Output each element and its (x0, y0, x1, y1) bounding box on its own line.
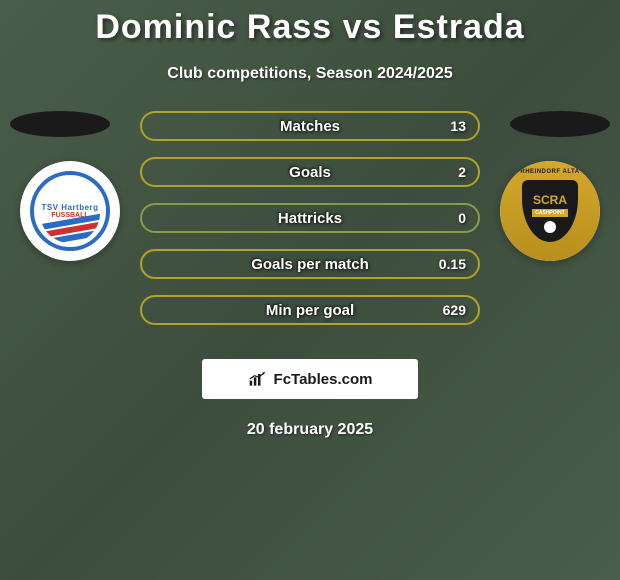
stat-value-right: 13 (450, 118, 466, 134)
shadow-oval-left (10, 111, 110, 137)
stat-row: Hattricks 0 (140, 203, 480, 233)
ball-icon (544, 221, 556, 233)
team-badge-left: TSV Hartberg FUSSBALL (20, 161, 120, 261)
stat-row: Goals 2 (140, 157, 480, 187)
stat-row: Min per goal 629 (140, 295, 480, 325)
team-badge-right-bg: RHEINDORF ALTA SCRA CASHPOINT (500, 161, 600, 261)
stat-value-right: 0.15 (439, 256, 466, 272)
chart-icon (248, 370, 268, 388)
badge-right-line1: SCRA (533, 193, 567, 207)
team-badge-left-inner: TSV Hartberg FUSSBALL (30, 171, 110, 251)
stat-value-right: 2 (458, 164, 466, 180)
stats-area: TSV Hartberg FUSSBALL RHEINDORF ALTA SCR… (0, 111, 620, 331)
stat-label: Hattricks (278, 210, 342, 227)
stat-value-right: 629 (443, 302, 466, 318)
date-label: 20 february 2025 (0, 421, 620, 439)
subtitle: Club competitions, Season 2024/2025 (0, 65, 620, 83)
team-badge-right: RHEINDORF ALTA SCRA CASHPOINT (500, 161, 600, 261)
page-title: Dominic Rass vs Estrada (0, 8, 620, 47)
stat-label: Goals (289, 164, 331, 181)
infographic-container: Dominic Rass vs Estrada Club competition… (0, 0, 620, 439)
footer-badge: FcTables.com (202, 359, 418, 399)
stat-label: Goals per match (251, 256, 369, 273)
badge-right-arc: RHEINDORF ALTA (510, 169, 590, 175)
stat-label: Matches (280, 118, 340, 135)
shadow-oval-right (510, 111, 610, 137)
badge-right-shield: SCRA CASHPOINT (522, 180, 578, 242)
stat-value-right: 0 (458, 210, 466, 226)
stat-rows: Matches 13 Goals 2 Hattricks 0 Goals per match… (140, 111, 480, 325)
badge-left-line1: TSV Hartberg (41, 203, 98, 212)
stat-row: Matches 13 (140, 111, 480, 141)
footer-label: FcTables.com (274, 371, 373, 388)
stat-row: Goals per match 0.15 (140, 249, 480, 279)
badge-left-stripes (40, 213, 100, 243)
stat-label: Min per goal (266, 302, 354, 319)
badge-right-line2: CASHPOINT (532, 209, 567, 217)
